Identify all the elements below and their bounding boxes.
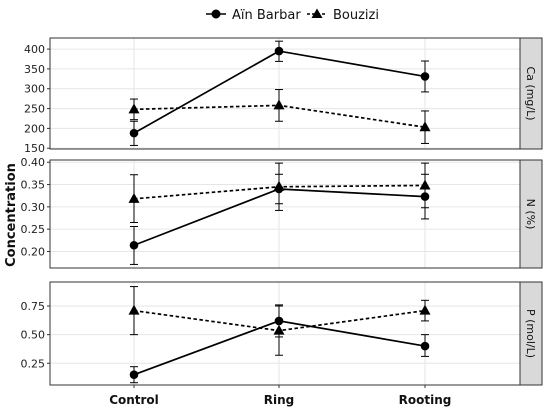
data-point-triangle xyxy=(128,103,140,114)
y-tick-label: 0.75 xyxy=(21,300,46,313)
y-tick-label: 0.20 xyxy=(21,245,46,258)
y-tick-label: 0.50 xyxy=(21,329,46,342)
y-tick-label: 350 xyxy=(24,63,45,76)
legend-item-ain-barbar: Aïn Barbar xyxy=(206,8,301,23)
data-point-triangle xyxy=(273,324,285,335)
facet-panel-2: 0.20 0.25 0.30 0.35 0.40 N (%) xyxy=(21,156,543,269)
data-point-circle xyxy=(420,341,430,351)
data-point-triangle xyxy=(419,179,431,190)
series-bouzizi xyxy=(128,89,431,144)
y-axis-title: Concentration xyxy=(4,163,19,267)
series-bouzizi xyxy=(128,286,431,356)
y-tick-label: 150 xyxy=(24,142,45,155)
data-point-triangle xyxy=(128,304,140,315)
facet-panel-1: 150 200 250 300 350 400 Ca (mg/L) xyxy=(24,37,543,155)
y-tick-label: 0.25 xyxy=(21,357,46,370)
y-tick-label: 250 xyxy=(24,103,45,116)
legend: Aïn Barbar Bouzizi xyxy=(206,8,379,23)
panel-background xyxy=(50,160,520,268)
y-tick-label: 200 xyxy=(24,122,45,135)
y-tick-label: 0.25 xyxy=(21,223,46,236)
x-tick-label: Ring xyxy=(264,393,295,407)
data-point-circle xyxy=(129,128,139,138)
y-tick-label: 300 xyxy=(24,83,45,96)
legend-label: Bouzizi xyxy=(333,8,379,23)
series-bouzizi xyxy=(128,162,431,223)
facet-strip-label: N (%) xyxy=(524,199,537,230)
data-point-circle xyxy=(274,46,284,56)
legend-marker-triangle xyxy=(311,8,323,18)
y-tick-label: 0.30 xyxy=(21,201,46,214)
series-ain-barbar xyxy=(129,40,430,146)
panel-background xyxy=(50,282,520,385)
data-point-circle xyxy=(129,240,139,250)
facet-panel-3: 0.25 0.50 0.75 P (mol/L) xyxy=(21,281,543,386)
x-tick-label: Control xyxy=(109,393,159,407)
data-point-triangle xyxy=(419,121,431,132)
data-point-triangle xyxy=(419,304,431,315)
facet-strip xyxy=(519,37,543,150)
data-point-triangle xyxy=(273,180,285,191)
legend-label: Aïn Barbar xyxy=(232,8,301,23)
legend-item-bouzizi: Bouzizi xyxy=(307,8,379,23)
y-tick-label: 400 xyxy=(24,43,45,56)
legend-marker-circle xyxy=(211,9,221,19)
x-tick-label: Rooting xyxy=(399,393,452,407)
data-point-circle xyxy=(129,370,139,380)
facet-strip xyxy=(519,281,543,386)
data-point-circle xyxy=(420,72,430,81)
y-tick-label: 0.40 xyxy=(21,156,46,169)
facet-strip xyxy=(519,159,543,269)
facet-strip-label: Ca (mg/L) xyxy=(524,66,537,120)
facet-strip-label: P (mol/L) xyxy=(524,309,537,358)
panel-background xyxy=(50,38,520,149)
data-point-triangle xyxy=(273,99,285,110)
y-tick-label: 0.35 xyxy=(21,179,46,192)
data-point-triangle xyxy=(128,192,140,203)
